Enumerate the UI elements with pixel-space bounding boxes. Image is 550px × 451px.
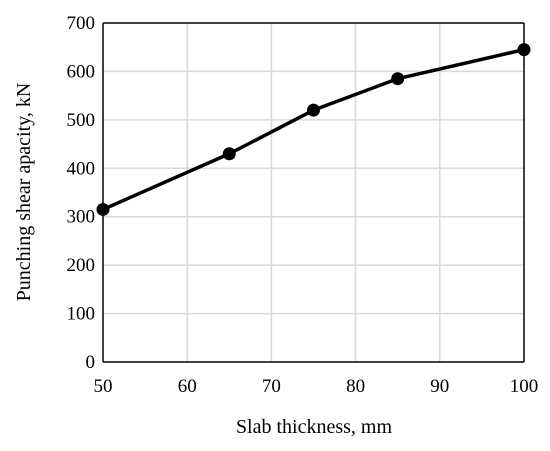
x-tick-label: 60 — [178, 376, 197, 397]
x-tick-label: 50 — [94, 376, 113, 397]
data-point — [307, 103, 320, 117]
x-tick-label: 80 — [346, 376, 365, 397]
x-axis-title: Slab thickness, mm — [236, 416, 393, 438]
data-point — [517, 43, 531, 57]
y-tick-label: 100 — [67, 304, 96, 325]
y-tick-label: 400 — [67, 158, 96, 179]
y-tick-label: 500 — [67, 110, 96, 131]
data-point — [96, 202, 110, 216]
series-line — [102, 47, 525, 212]
axes — [102, 22, 525, 363]
y-tick-label: 600 — [67, 61, 96, 82]
y-axis-title: Punching shear apacity, kN — [13, 83, 35, 302]
x-tick-label: 90 — [430, 376, 449, 397]
x-tick-label: 70 — [262, 376, 281, 397]
series — [96, 43, 531, 216]
grid — [103, 23, 524, 362]
y-tick-label: 700 — [67, 13, 96, 34]
y-tick-label: 0 — [86, 352, 96, 373]
data-point — [222, 147, 236, 161]
x-tick-labels: 50 60 70 80 90 100 — [94, 376, 539, 397]
y-tick-label: 300 — [67, 207, 96, 228]
y-tick-label: 200 — [67, 255, 96, 276]
y-tick-labels: 0 100 200 300 400 500 600 700 — [67, 13, 96, 373]
x-tick-label: 100 — [510, 376, 539, 397]
data-point — [391, 72, 405, 86]
